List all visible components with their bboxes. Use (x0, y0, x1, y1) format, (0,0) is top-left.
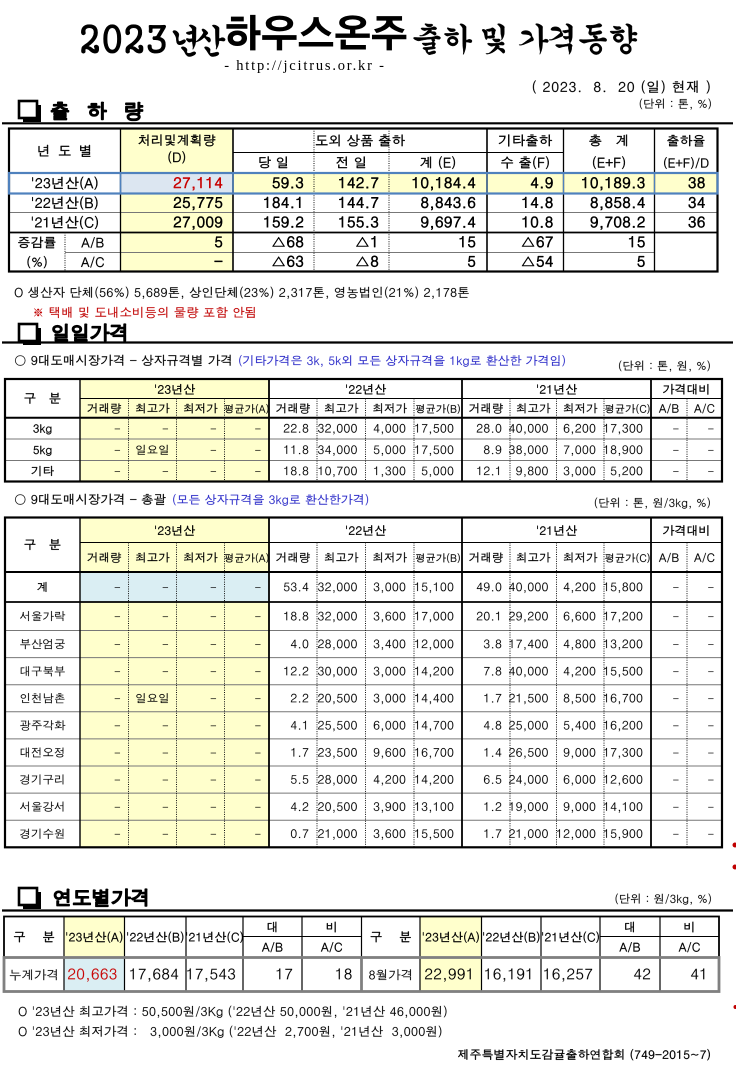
svg-text:- http://jcitrus.or.kr -: - http://jcitrus.or.kr - (224, 58, 386, 74)
